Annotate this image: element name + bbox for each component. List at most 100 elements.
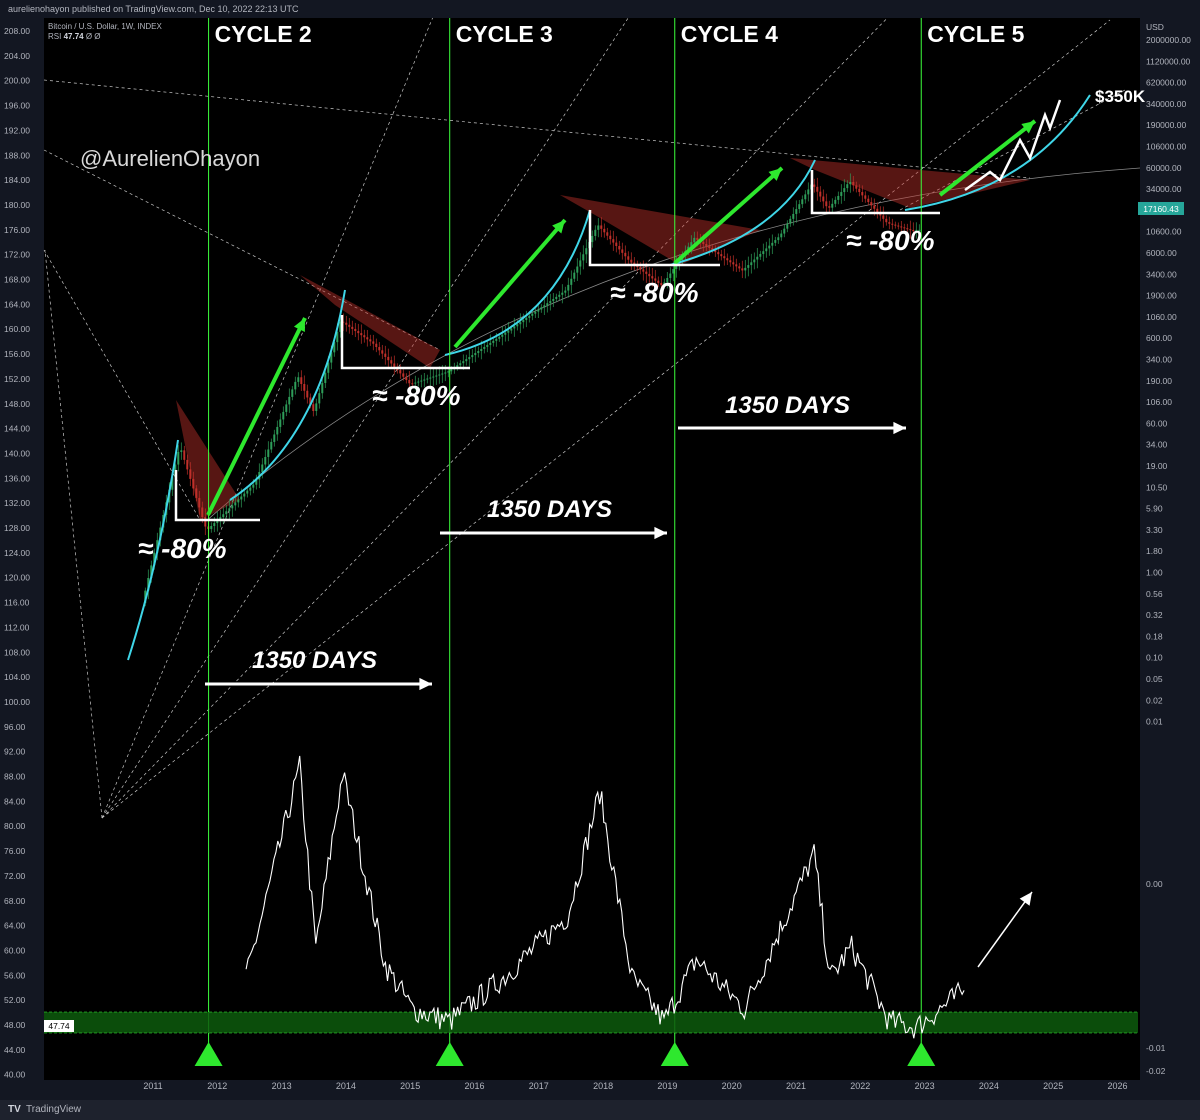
price-candle — [354, 328, 357, 332]
left-axis-tick: 188.00 — [4, 150, 30, 160]
price-candle — [273, 434, 276, 442]
right-axis-tick: 6000.00 — [1146, 248, 1177, 258]
price-candle — [666, 277, 669, 283]
parabolic-curve — [444, 209, 591, 356]
price-candle — [183, 450, 186, 460]
right-axis-tick: 106.00 — [1146, 397, 1172, 407]
price-candle — [249, 487, 252, 491]
price-candle — [897, 225, 900, 227]
price-candle — [606, 232, 609, 236]
price-candle — [477, 351, 480, 354]
x-axis-tick: 2019 — [657, 1081, 677, 1091]
author-watermark: @AurelienOhayon — [80, 146, 260, 171]
price-candle — [855, 185, 858, 189]
x-axis-tick: 2011 — [143, 1081, 162, 1091]
left-axis-tick: 120.00 — [4, 573, 30, 583]
parabolic-curve — [127, 439, 179, 661]
price-candle — [498, 336, 501, 339]
cycle-label: CYCLE 5 — [927, 21, 1024, 47]
price-candle — [723, 256, 726, 259]
left-axis-tick: 148.00 — [4, 399, 30, 409]
price-candle — [339, 321, 342, 332]
right-axis-tick: 0.18 — [1146, 631, 1163, 641]
price-candle — [225, 511, 228, 515]
right-axis-unit: USD — [1146, 22, 1164, 32]
price-candle — [261, 464, 264, 472]
price-candle — [189, 469, 192, 479]
price-candle — [378, 347, 381, 351]
left-axis-tick: 44.00 — [4, 1045, 26, 1055]
projection-zigzag — [964, 99, 1062, 192]
left-axis-tick: 96.00 — [4, 722, 26, 732]
price-candle — [918, 229, 921, 231]
price-candle — [309, 397, 312, 405]
price-candle — [399, 370, 402, 374]
price-candle — [180, 450, 183, 452]
price-candle — [576, 266, 579, 273]
instrument-label: Bitcoin / U.S. Dollar, 1W, INDEX — [48, 22, 162, 31]
chart-canvas[interactable]: 208.00 204.00 200.00 196.00 192.00 188.00 184.… — [0, 18, 1200, 1100]
price-candle — [654, 278, 657, 281]
days-label: 1350 DAYS — [725, 392, 850, 419]
price-candle — [603, 228, 606, 233]
price-candle — [816, 186, 819, 192]
cycle-start-marker — [907, 1042, 936, 1066]
price-candle — [459, 363, 462, 366]
price-candle — [228, 508, 231, 512]
right-axis-tick: 0.56 — [1146, 589, 1163, 599]
price-candle — [462, 361, 465, 364]
price-candle — [255, 479, 258, 485]
right-axis-tick: 106000.00 — [1146, 142, 1186, 152]
price-candle — [495, 338, 498, 341]
price-candle — [336, 331, 339, 343]
price-candle — [411, 383, 414, 385]
right-axis-tick: 340000.00 — [1146, 99, 1186, 109]
price-candle — [246, 490, 249, 494]
price-candle — [351, 326, 354, 329]
price-candle — [591, 235, 594, 243]
price-candle — [153, 552, 156, 566]
price-candle — [801, 199, 804, 205]
bull-run-arrow-head — [293, 318, 305, 332]
price-candle — [525, 317, 528, 321]
cycle-start-marker — [660, 1042, 689, 1066]
left-axis-tick: 72.00 — [4, 871, 26, 881]
price-candle — [171, 477, 174, 490]
price-candle — [432, 376, 435, 378]
rsi-axis-tick: 0.00 — [1146, 879, 1163, 889]
left-axis-tick: 152.00 — [4, 374, 30, 384]
price-candle — [486, 344, 489, 347]
price-candle — [876, 208, 879, 213]
price-candle — [579, 260, 582, 267]
price-candle — [807, 189, 810, 195]
left-axis-tick: 48.00 — [4, 1020, 26, 1030]
rsi-oversold-zone — [44, 1012, 1138, 1033]
price-candle — [852, 181, 855, 186]
bear-market-zone — [790, 158, 1030, 208]
target-label: $350K — [1095, 87, 1146, 106]
right-axis-tick: 1.80 — [1146, 546, 1163, 556]
rsi-axis-tick: -0.02 — [1146, 1066, 1166, 1076]
price-candle — [594, 229, 597, 236]
price-candle — [909, 229, 912, 231]
price-candle — [192, 478, 195, 489]
price-candle — [543, 305, 546, 308]
price-candle — [903, 227, 906, 229]
price-candle — [621, 249, 624, 253]
price-candle — [327, 362, 330, 373]
price-candle — [300, 377, 303, 385]
price-candle — [285, 404, 288, 412]
fan-trendline — [101, 18, 629, 819]
x-axis-tick: 2016 — [464, 1081, 484, 1091]
price-candle — [861, 192, 864, 196]
price-candle — [426, 378, 429, 380]
price-candle — [648, 273, 651, 277]
rsi-projection-arrow — [977, 891, 1033, 968]
left-axis-tick: 108.00 — [4, 647, 30, 657]
x-axis-tick: 2022 — [850, 1081, 870, 1091]
price-candle — [813, 184, 816, 187]
price-candle — [567, 284, 570, 291]
right-axis-tick: 5.90 — [1146, 504, 1163, 514]
rsi-legend-value: 47.74 — [63, 32, 84, 41]
price-candle — [915, 229, 918, 231]
